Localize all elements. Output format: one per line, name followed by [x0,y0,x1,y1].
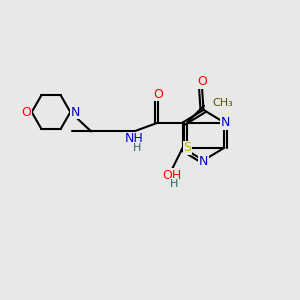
Text: O: O [197,75,207,88]
Text: O: O [153,88,163,101]
Text: CH₃: CH₃ [212,98,233,108]
Text: OH: OH [163,169,182,182]
Text: N: N [221,116,230,129]
Text: S: S [183,141,191,154]
Text: N: N [199,155,208,168]
Text: H: H [133,143,141,153]
Text: H: H [169,179,178,189]
Text: N: N [71,106,80,118]
Text: O: O [21,106,31,118]
Text: NH: NH [124,132,143,146]
